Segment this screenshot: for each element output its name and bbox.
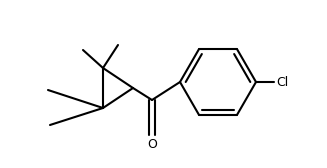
Text: O: O xyxy=(147,138,157,152)
Text: Cl: Cl xyxy=(276,75,288,89)
